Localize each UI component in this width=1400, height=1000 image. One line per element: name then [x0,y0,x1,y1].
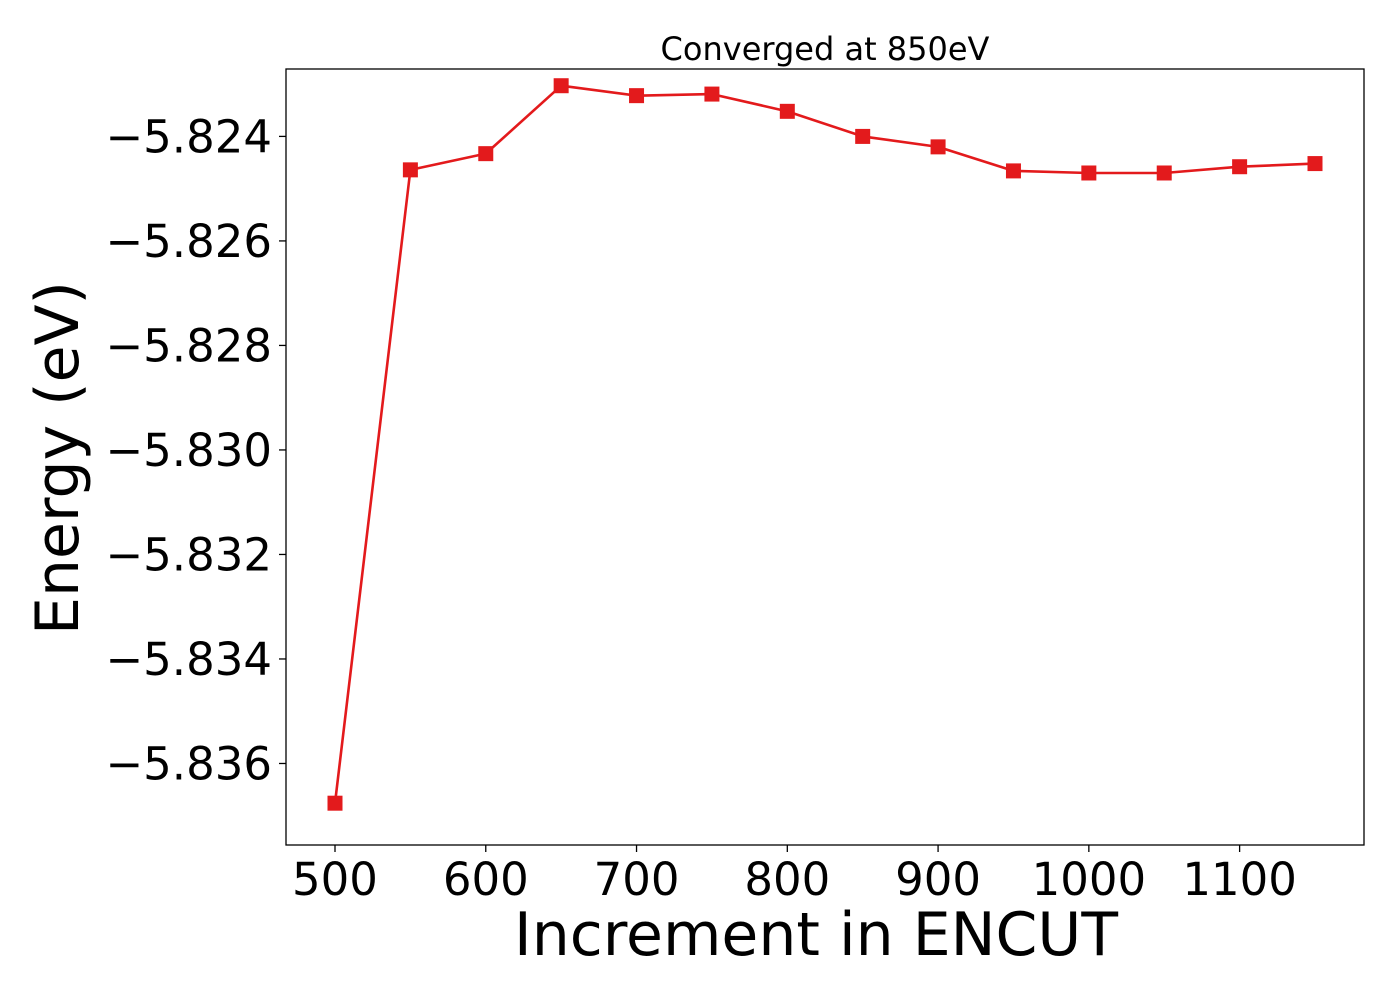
x-tick-label: 1100 [1182,853,1297,906]
data-point-marker [629,88,645,104]
data-point-marker [402,162,418,178]
data-point-marker [1232,159,1248,175]
plot-area-frame [285,68,1365,846]
data-point-marker [478,146,494,162]
data-point-marker [930,139,946,155]
data-point-marker [855,128,871,144]
x-tick-label: 1000 [1032,853,1147,906]
data-point-marker [553,78,569,94]
y-tick-label: −5.832 [105,528,272,581]
chart-title: Converged at 850eV [661,30,990,68]
y-tick-label: −5.826 [105,215,272,268]
data-point-marker [1156,165,1172,181]
y-tick-label: −5.824 [105,110,272,163]
x-axis-ticks: 500 600 700 800 900 1000 1100 [292,845,1297,906]
x-tick-label: 600 [443,853,529,906]
data-point-marker [704,86,720,102]
data-point-marker [1005,163,1021,179]
data-point-marker [1307,156,1323,172]
series-layer [327,78,1323,811]
y-axis-label: Energy (eV) [23,281,93,635]
x-tick-label: 700 [594,853,680,906]
y-tick-label: −5.836 [105,737,272,790]
data-point-marker [779,103,795,119]
data-point-marker [327,795,343,811]
x-tick-label: 500 [292,853,378,906]
x-axis-label: Increment in ENCUT [514,900,1118,970]
y-tick-label: −5.830 [105,424,272,477]
x-tick-label: 800 [744,853,830,906]
y-tick-label: −5.828 [105,319,272,372]
y-axis-ticks: −5.824 −5.826 −5.828 −5.830 −5.832 −5.834 −5.8… [105,110,286,790]
data-point-marker [1081,165,1097,181]
y-tick-label: −5.834 [105,633,272,686]
series-line [333,84,1316,804]
x-tick-label: 900 [895,853,981,906]
